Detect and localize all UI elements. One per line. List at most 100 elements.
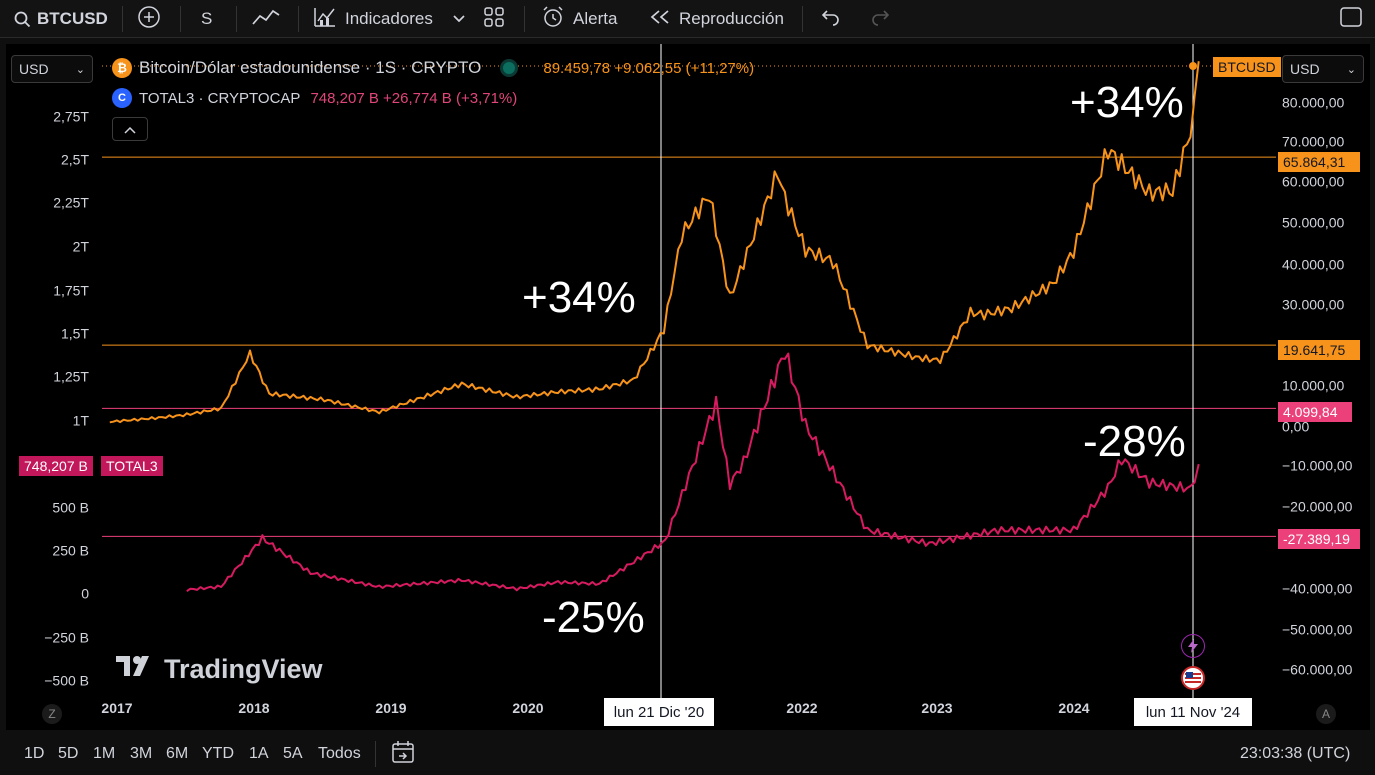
interval-label: S — [201, 9, 213, 28]
lightning-event-icon[interactable] — [1181, 634, 1205, 658]
right-axis-tick-label: 70.000,00 — [1282, 134, 1344, 150]
chevron-down-icon: ⌄ — [1346, 63, 1356, 76]
symbol-label: BTCUSD — [37, 9, 108, 28]
crosshair-date-label: lun 21 Dic '20 — [604, 698, 714, 726]
toolbar-divider — [298, 6, 299, 32]
left-axis-tick-label: 0 — [81, 586, 89, 602]
compare-symbol-button[interactable] — [137, 0, 161, 38]
date-range-button[interactable] — [391, 733, 417, 775]
toolbar-divider — [180, 6, 181, 32]
tradingview-logo-icon — [116, 654, 154, 685]
x-axis-tick-label: 2017 — [101, 700, 132, 716]
market-open-icon — [503, 62, 516, 74]
annotation-text: +34% — [522, 273, 636, 322]
chart-area[interactable]: 2,75T 2,5T 2,25T 2T 1,75T 1,5T 1,25T 1T 500 B 250… — [6, 44, 1370, 730]
timeframe-5a[interactable]: 5A — [283, 745, 303, 762]
bitcoin-icon: ₿ — [112, 58, 132, 78]
right-axis-tick-label: 40.000,00 — [1282, 257, 1344, 273]
left-currency-select[interactable]: USD ⌄ — [11, 55, 93, 83]
replay-button[interactable]: Reproducción — [649, 0, 784, 38]
us-flag-event-icon[interactable] — [1181, 666, 1205, 690]
annotation-text: -25% — [542, 593, 645, 642]
total3-series-line — [186, 352, 1200, 593]
undo-icon — [820, 8, 842, 31]
utc-clock[interactable]: 23:03:38 (UTC) — [1240, 745, 1351, 762]
timeframe-ytd[interactable]: YTD — [202, 745, 234, 762]
tradingview-logo-text: TradingView — [164, 654, 323, 684]
btc-last-point — [1189, 62, 1197, 70]
right-axis-tick-label: 50.000,00 — [1282, 215, 1344, 231]
right-axis-tick-label: 80.000,00 — [1282, 95, 1344, 111]
left-currency-label: USD — [19, 61, 49, 77]
legend-total3-stats: 748,207 B +26,774 B (+3,71%) — [310, 89, 518, 107]
right-axis-tick-label: −10.000,00 — [1282, 458, 1353, 474]
right-axis-tick-label: −50.000,00 — [1282, 622, 1353, 638]
alert-button[interactable]: Alerta — [541, 0, 617, 38]
search-icon — [14, 11, 31, 28]
symbol-search[interactable]: BTCUSD — [14, 0, 108, 38]
indicators-label: Indicadores — [345, 9, 433, 28]
legend-collapse-button[interactable] — [112, 117, 148, 141]
total3-value-tag: 748,207 B — [19, 456, 93, 476]
annotation-text: +34% — [1070, 78, 1184, 127]
right-axis-tick-label: −20.000,00 — [1282, 499, 1353, 515]
indicators-icon — [313, 6, 337, 33]
timeframe-1a[interactable]: 1A — [249, 745, 269, 762]
redo-button[interactable] — [869, 0, 891, 38]
legend-btc[interactable]: ₿ Bitcoin/Dólar estadounidense · 1S · CR… — [112, 58, 754, 78]
timezone-z-button[interactable]: Z — [42, 704, 62, 724]
line-chart-icon — [251, 7, 281, 32]
tradingview-logo[interactable]: TradingView — [116, 654, 323, 685]
chevron-down-icon: ⌄ — [75, 63, 85, 76]
layout-button[interactable] — [483, 0, 505, 38]
left-axis-tick-label: 250 B — [52, 543, 89, 559]
indicators-dropdown[interactable] — [452, 0, 466, 38]
left-axis-tick-label: 1,75T — [53, 283, 89, 299]
timeframe-6m[interactable]: 6M — [166, 745, 189, 762]
top-toolbar: BTCUSD S Indicadores Alerta — [0, 0, 1375, 38]
calendar-range-icon — [391, 740, 417, 769]
interval-button[interactable]: S — [201, 0, 212, 38]
undo-button[interactable] — [820, 0, 842, 38]
level-price-tag[interactable]: 4.099,84 — [1278, 402, 1352, 422]
window-frame-icon — [1339, 6, 1363, 33]
left-axis-tick-label: −250 B — [44, 630, 89, 646]
auto-scale-a-button[interactable]: A — [1316, 704, 1336, 724]
timeframe-5d[interactable]: 5D — [58, 745, 79, 762]
right-axis-tick-label: 60.000,00 — [1282, 174, 1344, 190]
annotation-text: -28% — [1083, 417, 1186, 466]
right-currency-label: USD — [1290, 61, 1320, 77]
btc-series-line — [109, 61, 1200, 424]
chevron-down-icon — [452, 9, 466, 29]
timeframe-3m[interactable]: 3M — [130, 745, 153, 762]
cryptocap-icon: C — [112, 88, 132, 108]
timeframe-1m[interactable]: 1M — [93, 745, 116, 762]
alarm-clock-icon — [541, 5, 565, 34]
grid-layout-icon — [483, 6, 505, 33]
x-axis-tick-label: 2019 — [375, 700, 406, 716]
legend-total3-title: TOTAL3 · CRYPTOCAP — [139, 89, 301, 107]
level-price-tag[interactable]: 65.864,31 — [1278, 152, 1360, 172]
left-axis-tick-label: 1T — [73, 413, 90, 429]
legend-total3[interactable]: C TOTAL3 · CRYPTOCAP 748,207 B +26,774 B… — [112, 88, 517, 108]
timeframe-todos[interactable]: Todos — [318, 745, 361, 762]
right-currency-select[interactable]: USD ⌄ — [1282, 55, 1364, 83]
legend-btc-stats: 89.459,78 +9.062,55 (+11,27%) — [543, 59, 755, 77]
toolbar-divider — [236, 6, 237, 32]
indicators-button[interactable]: Indicadores — [313, 0, 433, 38]
level-price-tag[interactable]: 19.641,75 — [1278, 340, 1360, 360]
x-axis-tick-label: 2023 — [921, 700, 952, 716]
left-axis-tick-label: 1,5T — [61, 326, 89, 342]
btc-symbol-tag: BTCUSD — [1213, 57, 1281, 77]
rewind-icon — [649, 9, 671, 30]
chart-canvas[interactable]: 2,75T 2,5T 2,25T 2T 1,75T 1,5T 1,25T 1T 500 B 250… — [6, 44, 1370, 730]
bottom-toolbar: 1D 5D 1M 3M 6M YTD 1A 5A Todos 23:03:38 … — [0, 733, 1375, 775]
toolbar-divider — [122, 6, 123, 32]
timeframe-1d[interactable]: 1D — [24, 745, 45, 762]
level-price-tag[interactable]: -27.389,19 — [1278, 529, 1360, 549]
chart-type-button[interactable] — [251, 0, 281, 38]
fullscreen-button[interactable] — [1339, 0, 1363, 38]
left-axis-tick-label: 500 B — [52, 500, 89, 516]
x-axis-tick-label: 2018 — [238, 700, 269, 716]
chevron-up-icon — [124, 122, 136, 137]
